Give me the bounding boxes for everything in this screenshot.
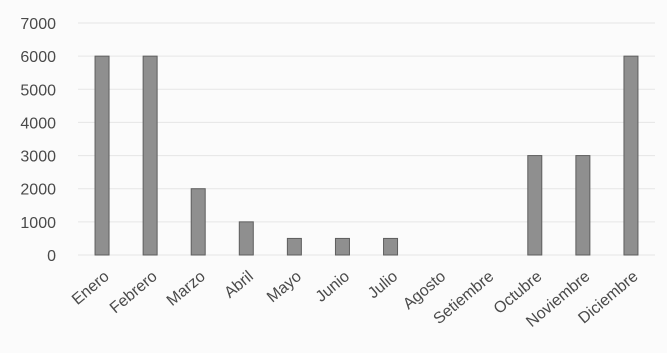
bar-mayo [286,237,302,256]
x-tick-label-mayo: Mayo [264,268,305,306]
bar-febrero [142,55,158,256]
y-tick-label: 6000 [20,49,56,66]
bar-junio [334,237,350,256]
y-tick-label: 1000 [20,215,56,232]
y-tick-label: 4000 [20,115,56,132]
bar-julio [383,237,399,256]
x-tick-label-julio: Julio [365,268,401,302]
y-tick-label: 5000 [20,82,56,99]
bar-noviembre [575,155,591,256]
x-tick-label-marzo: Marzo [164,268,209,310]
grid-lines [78,22,655,256]
y-tick-label: 3000 [20,149,56,166]
bar-marzo [190,188,206,256]
bar-octubre [527,155,543,256]
y-tick-label: 7000 [20,16,56,33]
y-axis-ticks: 0 1000 2000 3000 4000 5000 6000 7000 [20,16,56,265]
bar-enero [94,55,110,256]
x-tick-label-junio: Junio [313,268,353,306]
bar-diciembre [623,55,639,256]
y-tick-label: 2000 [20,182,56,199]
bar-abril [238,221,254,256]
x-tick-label-abril: Abril [221,268,256,302]
y-tick-label: 0 [47,248,56,265]
bars [94,55,639,256]
x-tick-label-enero: Enero [69,268,113,309]
x-tick-label-febrero: Febrero [107,268,161,317]
